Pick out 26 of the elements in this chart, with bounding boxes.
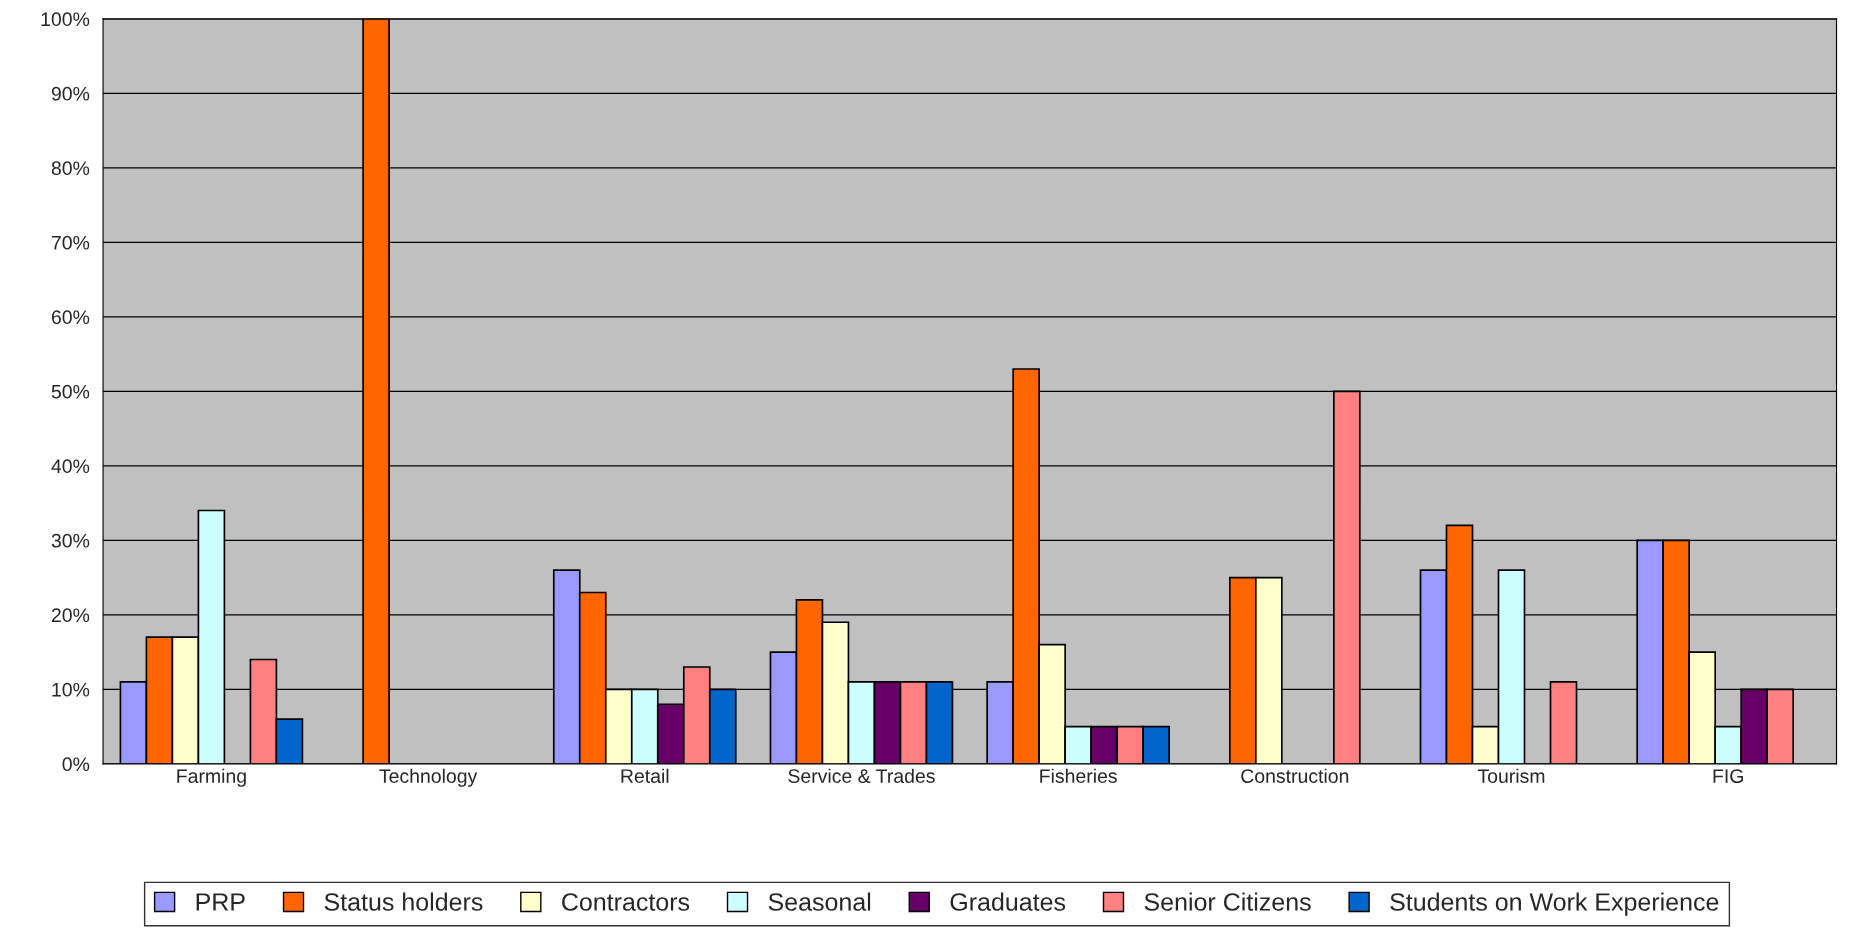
legend-label: Status holders <box>324 892 483 911</box>
legend-label: PRP <box>196 893 245 911</box>
y-tick-label: 50% <box>51 384 90 399</box>
y-tick-label: 20% <box>51 608 90 623</box>
x-tick-label: Fisheries <box>1040 768 1117 783</box>
x-tick-label: Farming <box>177 768 246 787</box>
y-tick-label: 40% <box>51 459 90 474</box>
y-tick-label: 10% <box>52 682 90 697</box>
y-tick-label: 90% <box>51 86 90 101</box>
legend-label: Graduates <box>950 892 1066 911</box>
y-tick-label: 70% <box>51 235 90 250</box>
legend-label: Contractors <box>562 893 690 911</box>
legend-label: Seasonal <box>768 892 871 911</box>
x-tick-label: Technology <box>379 768 478 787</box>
x-tick-label: Construction <box>1241 768 1349 783</box>
x-tick-label: Tourism <box>1477 768 1545 783</box>
y-tick-label: 100% <box>41 12 90 27</box>
x-tick-label: FIG <box>1713 769 1743 783</box>
legend-label: Students on Work Experience <box>1390 892 1719 916</box>
y-tick-label: 0% <box>62 757 90 772</box>
y-tick-label: 30% <box>51 533 90 548</box>
y-tick-label: 60% <box>51 310 90 325</box>
x-tick-label: Service & Trades <box>788 768 935 783</box>
legend-label: Senior Citizens <box>1144 892 1311 911</box>
y-tick-label: 80% <box>51 161 90 176</box>
x-tick-label: Retail <box>621 768 669 783</box>
